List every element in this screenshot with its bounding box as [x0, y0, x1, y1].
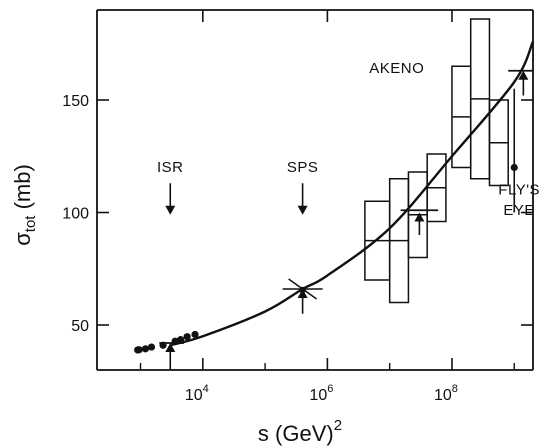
- data-point: [183, 333, 191, 341]
- annotation-arrow-head: [297, 205, 308, 215]
- x-tick-label-base: 10: [185, 387, 203, 404]
- x-axis-label-prefix: s (GeV): [258, 421, 334, 446]
- annotation-label: SPS: [287, 159, 319, 176]
- y-tick-label: 50: [71, 318, 89, 335]
- data-point: [177, 336, 185, 344]
- fit-curve-layer: [169, 40, 535, 347]
- annotation-arrow-head: [165, 205, 176, 215]
- x-axis-label-exponent: 2: [334, 417, 342, 434]
- annotations: ISR SPS AKENO FLY'S EYE: [157, 60, 540, 219]
- annotation-label: ISR: [157, 159, 184, 176]
- x-tick-label-base: 10: [309, 387, 327, 404]
- data-points: [134, 163, 518, 354]
- annotation-label: FLY'S: [498, 182, 540, 199]
- x-tick-label: 104: [185, 383, 209, 404]
- x-tick-label-exponent: 6: [327, 383, 333, 395]
- y-axis-label: σtot (mb): [10, 164, 39, 246]
- annotation-label: EYE: [503, 202, 535, 219]
- plot-frame: [96, 9, 534, 371]
- x-tick-label: 108: [434, 383, 458, 404]
- x-tick-label: 106: [309, 383, 333, 404]
- annotation-label: AKENO: [369, 60, 424, 77]
- data-point: [141, 345, 150, 353]
- x-tick-label-exponent: 4: [203, 383, 209, 395]
- data-point: [147, 343, 156, 351]
- limit-arrow-head: [297, 289, 308, 298]
- limit-arrow-head: [518, 70, 529, 80]
- y-axis-label-suffix: (mb): [10, 164, 35, 215]
- x-tick-label-exponent: 8: [452, 383, 458, 395]
- x-axis: 104 106 108: [139, 10, 515, 404]
- limit-arrow-head: [165, 343, 176, 352]
- x-tick-label-base: 10: [434, 387, 452, 404]
- data-point: [135, 346, 143, 354]
- limit-arrows: [159, 69, 533, 370]
- y-tick-label: 100: [62, 206, 89, 223]
- limit-arrow-head: [414, 212, 425, 222]
- fit-curve: [169, 40, 535, 347]
- y-tick-label: 150: [62, 93, 89, 110]
- y-axis-label-subscript: tot: [22, 215, 39, 233]
- data-point: [191, 330, 199, 339]
- y-axis: 50 100 150: [62, 93, 533, 335]
- y-axis-label-prefix: σ: [10, 232, 35, 246]
- x-axis-label: s (GeV)2: [258, 417, 342, 446]
